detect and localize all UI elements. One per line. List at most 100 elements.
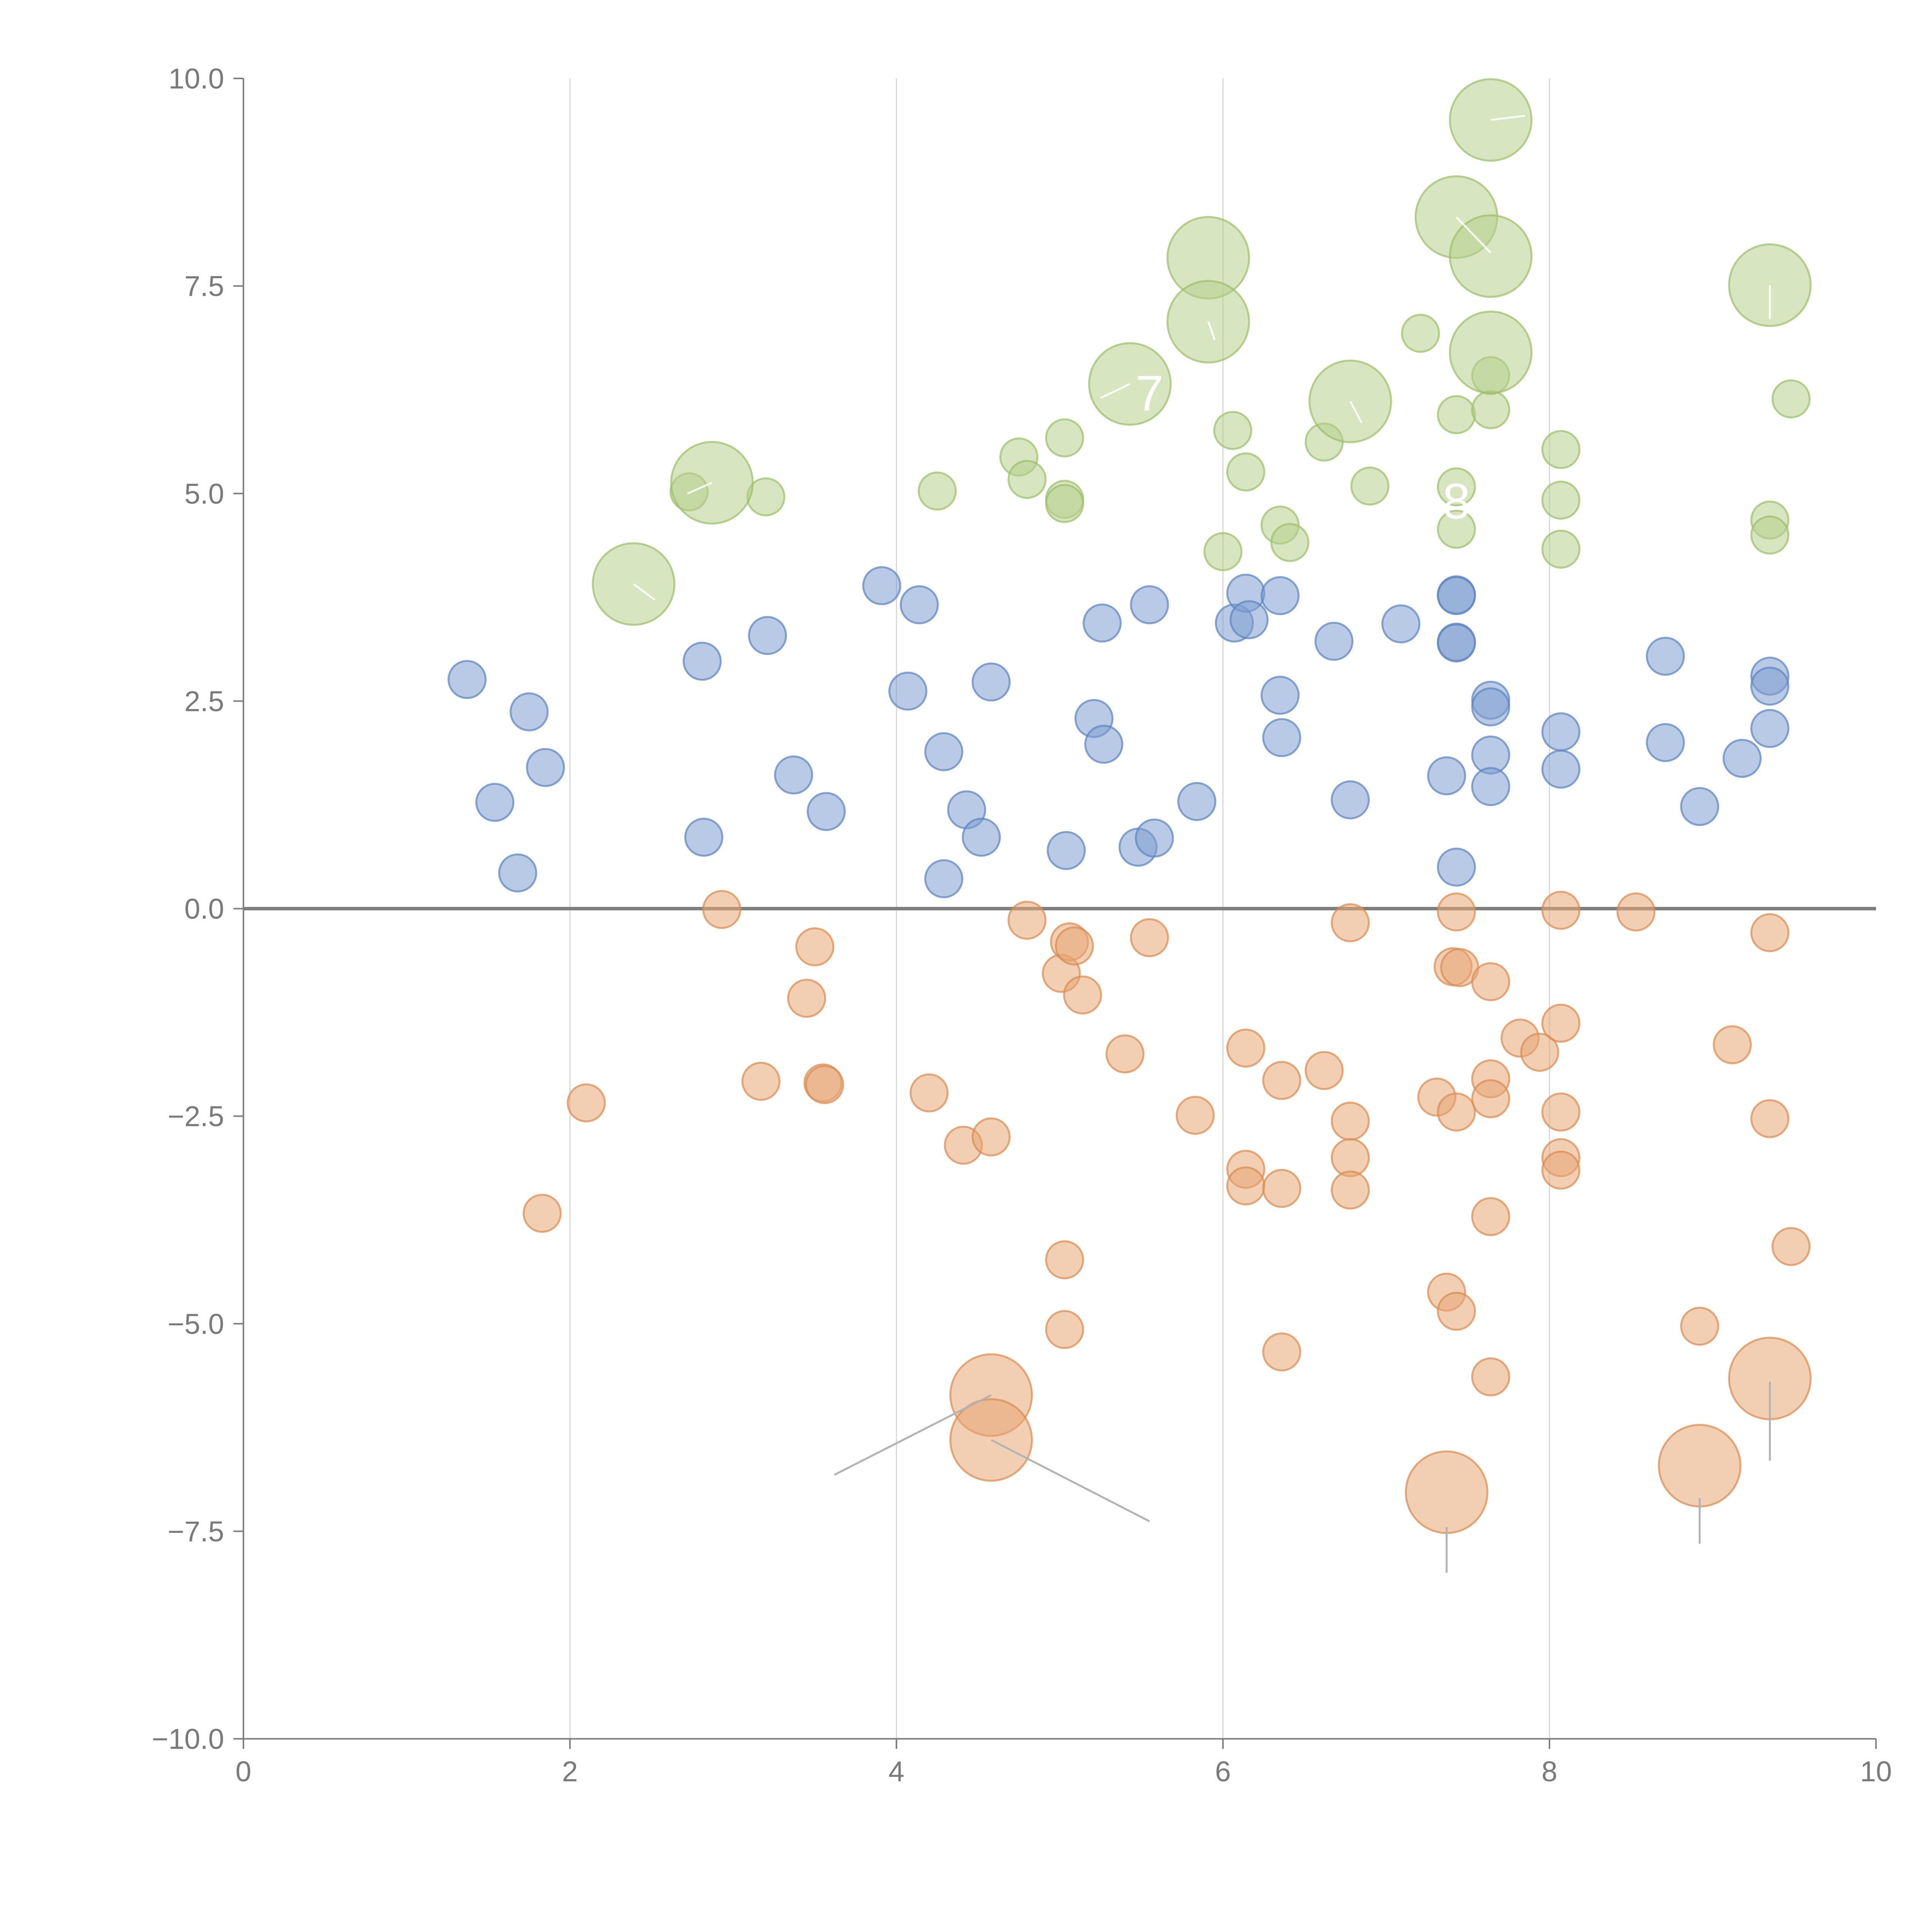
data-point-blue (862, 566, 901, 605)
data-point-large-orange (949, 1398, 1033, 1482)
data-point-green (1437, 395, 1476, 434)
data-point-green (1541, 430, 1581, 469)
data-point-green (1471, 390, 1510, 429)
data-point-blue (900, 585, 939, 624)
data-point-large-orange (1405, 1450, 1488, 1534)
data-point-blue (498, 853, 537, 893)
leader-line (990, 1439, 1150, 1522)
data-point-blue (774, 755, 813, 795)
data-point-orange (1262, 1169, 1301, 1208)
data-point-blue (1260, 675, 1300, 715)
data-point-orange (787, 979, 827, 1018)
data-point-orange (1541, 891, 1581, 930)
tick-labels: 0 2 4 6 8 10 10.0 7.5 5.0 2.5 0.0 −2.5 −5.0 −7.5 −10.0 (152, 63, 1892, 1787)
series-green (592, 78, 1812, 626)
data-point-orange (971, 1117, 1011, 1156)
data-point-orange (1262, 1332, 1301, 1372)
data-point-blue (962, 818, 1001, 857)
data-point-green (1541, 480, 1581, 520)
data-point-orange (741, 1061, 781, 1101)
data-point-large-green (1449, 214, 1532, 298)
data-point-green (1401, 314, 1440, 353)
data-point-orange (1007, 901, 1047, 940)
data-point-orange (1713, 1025, 1752, 1065)
data-point-blue (1646, 636, 1685, 676)
data-point-blue (526, 748, 565, 787)
data-point-orange (1437, 892, 1476, 932)
y-tick-label: 7.5 (184, 270, 224, 302)
data-point-green (1771, 379, 1811, 418)
data-point-green (1350, 466, 1389, 506)
data-point-blue (1437, 847, 1476, 887)
data-point-blue (509, 692, 549, 731)
data-point-orange (566, 1083, 606, 1122)
data-point-blue (1262, 718, 1301, 757)
data-point-blue (1177, 782, 1216, 821)
data-point-orange (1520, 1032, 1560, 1072)
leader-lines (633, 115, 1771, 1573)
x-tick-label: 6 (1215, 1755, 1231, 1787)
data-point-orange (1175, 1095, 1215, 1135)
data-point-green (1750, 515, 1789, 555)
data-point-orange (910, 1073, 949, 1112)
data-point-blue (1230, 600, 1269, 639)
data-point-blue (806, 792, 846, 831)
data-point-blue (1314, 622, 1354, 661)
y-tick-label: 2.5 (184, 685, 224, 717)
data-point-blue (924, 732, 964, 771)
data-point-orange (1045, 1310, 1084, 1349)
data-point-blue (1471, 687, 1510, 726)
data-point-blue (1750, 667, 1789, 706)
axis-layer (233, 78, 1877, 1749)
data-point-orange (1471, 1079, 1510, 1119)
x-tick-label: 0 (235, 1755, 251, 1787)
data-point-blue (1427, 756, 1466, 796)
data-point-green (1045, 418, 1084, 457)
data-point-orange (1262, 1061, 1301, 1100)
data-point-green (1007, 460, 1047, 499)
data-point-blue (1471, 767, 1510, 806)
data-point-orange (702, 890, 742, 929)
data-point-blue (1646, 723, 1685, 762)
data-point-orange (1771, 1227, 1811, 1266)
leader-line (1456, 216, 1492, 253)
data-point-blue (1084, 724, 1124, 764)
y-tick-label: −10.0 (152, 1723, 224, 1755)
y-tick-label: −2.5 (168, 1100, 224, 1133)
data-point-blue (1046, 831, 1086, 870)
y-tick-label: 10.0 (168, 63, 224, 95)
data-point-blue (1260, 576, 1300, 616)
y-tick-label: −7.5 (168, 1515, 224, 1548)
data-point-orange (1471, 1197, 1510, 1236)
data-point-orange (1331, 903, 1370, 942)
data-point-orange (1616, 892, 1656, 932)
x-tick-label: 10 (1860, 1755, 1892, 1787)
data-point-blue (888, 672, 928, 711)
leader-line (1100, 383, 1131, 399)
leader-line (1490, 115, 1525, 121)
data-point-blue (684, 818, 723, 857)
data-point-orange (1541, 1092, 1581, 1132)
data-point-green (1541, 529, 1581, 569)
data-point-orange (1304, 1051, 1344, 1090)
data-point-orange (1471, 1357, 1510, 1396)
y-tick-label: 5.0 (184, 478, 224, 510)
data-point-green (1437, 510, 1476, 549)
data-point-orange (1331, 1102, 1370, 1141)
leader-line (687, 482, 713, 495)
data-point-green (1213, 411, 1252, 450)
y-tick-label: −5.0 (168, 1308, 224, 1340)
data-point-blue (1082, 603, 1122, 643)
data-point-orange (1750, 913, 1789, 952)
leader-line (1207, 321, 1216, 340)
data-point-blue (1381, 604, 1421, 644)
data-point-blue (924, 859, 964, 898)
annotation-label: 7 (1136, 365, 1163, 421)
data-point-blue (1680, 787, 1719, 826)
data-point-orange (1055, 926, 1094, 966)
data-point-orange (1105, 1034, 1145, 1073)
data-point-orange (1331, 1170, 1370, 1210)
data-point-green (1226, 452, 1265, 492)
